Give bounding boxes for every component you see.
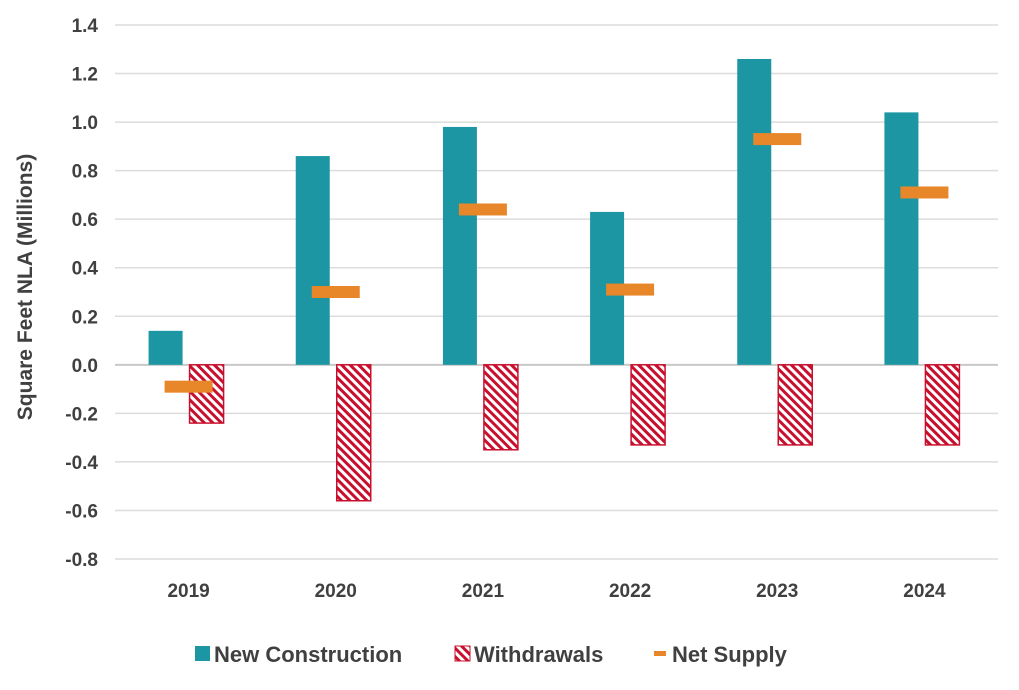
legend-item-net-supply: Net Supply xyxy=(654,642,788,667)
y-tick-label: 0.6 xyxy=(72,210,98,231)
bar-new-construction xyxy=(295,156,330,365)
bar-new-construction xyxy=(737,58,772,365)
y-tick-label: -0.4 xyxy=(65,453,98,474)
y-tick-label: 0.2 xyxy=(72,307,98,328)
y-axis-label: Square Feet NLA (Millions) xyxy=(14,154,37,420)
legend-item-new-construction: New Construction xyxy=(195,642,402,667)
legend-label-new-construction: New Construction xyxy=(214,642,402,667)
bars xyxy=(148,58,961,502)
legend-item-withdrawals: Withdrawals xyxy=(454,642,603,667)
y-tick-label: 0.0 xyxy=(72,356,98,377)
legend-swatch-new-construction xyxy=(195,646,210,661)
y-axis-ticks: 1.4 1.2 1.0 0.8 0.6 0.4 0.2 0.0 -0.2 -0.4 -0.6 -0.8 xyxy=(65,16,98,571)
x-tick-label: 2022 xyxy=(609,581,651,602)
gridlines xyxy=(115,24,998,560)
net-supply-marker xyxy=(900,186,949,199)
y-tick-label: 0.8 xyxy=(72,162,98,183)
bar-withdrawals xyxy=(483,364,519,451)
x-tick-label: 2023 xyxy=(756,581,798,602)
y-tick-label: 0.4 xyxy=(72,259,99,280)
x-tick-label: 2019 xyxy=(167,581,209,602)
x-axis-ticks: 2019 2020 2021 2022 2023 2024 xyxy=(167,581,946,602)
bar-withdrawals xyxy=(777,364,813,446)
y-tick-label: 1.4 xyxy=(72,16,99,37)
bar-withdrawals xyxy=(188,364,225,424)
bar-withdrawals xyxy=(336,364,372,502)
y-tick-label: 1.0 xyxy=(72,113,98,134)
bar-withdrawals xyxy=(924,364,961,446)
x-tick-label: 2020 xyxy=(315,581,357,602)
x-tick-label: 2021 xyxy=(462,581,505,602)
net-supply-markers xyxy=(164,133,949,393)
net-supply-marker xyxy=(164,380,213,393)
net-supply-marker xyxy=(458,203,507,216)
net-supply-marker xyxy=(311,286,360,298)
legend-label-withdrawals: Withdrawals xyxy=(474,642,603,667)
y-tick-label: -0.6 xyxy=(65,501,98,522)
y-tick-label: -0.2 xyxy=(65,404,98,425)
y-tick-label: -0.8 xyxy=(65,550,98,571)
bar-new-construction xyxy=(442,126,477,365)
legend-swatch-withdrawals xyxy=(454,645,471,662)
legend-swatch-net-supply xyxy=(654,651,666,656)
bar-new-construction xyxy=(884,112,919,365)
bar-withdrawals xyxy=(630,364,666,446)
y-tick-label: 1.2 xyxy=(72,65,98,86)
net-supply-marker xyxy=(606,283,655,296)
legend-label-net-supply: Net Supply xyxy=(672,642,788,667)
bar-new-construction xyxy=(148,330,183,365)
legend: New Construction Withdrawals Net Supply xyxy=(195,642,788,667)
net-supply-marker xyxy=(753,133,802,146)
x-tick-label: 2024 xyxy=(903,581,946,602)
